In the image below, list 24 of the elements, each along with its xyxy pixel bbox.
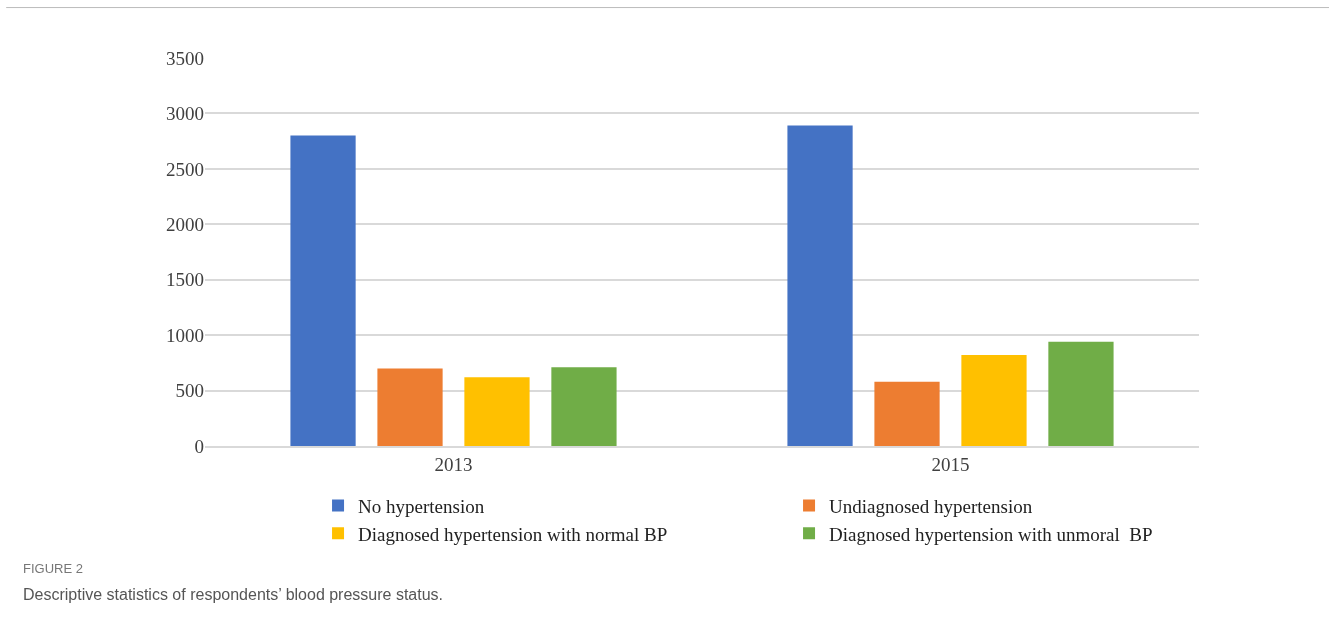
legend-label: Diagnosed hypertension with normal BP	[358, 523, 668, 545]
y-tick-label: 2000	[166, 213, 204, 235]
bar	[377, 368, 443, 446]
legend-label: No hypertension	[358, 496, 485, 517]
legend-label: Undiagnosed hypertension	[829, 496, 1033, 517]
bar	[551, 367, 617, 446]
bar	[961, 355, 1027, 446]
text: Descriptive statistics of respondents’ blood pressure status.	[23, 586, 444, 603]
y-tick-label: 0	[194, 435, 204, 457]
x-tick-label: 2015	[931, 453, 970, 475]
bar	[290, 135, 356, 446]
legend-label: Diagnosed hypertension with unmoral BP	[829, 523, 1153, 545]
bar	[787, 125, 853, 446]
x-tick-label: 2013	[434, 453, 473, 475]
y-tick-label: 3500	[166, 47, 204, 69]
bar	[1048, 341, 1114, 446]
y-tick-label: 3000	[166, 103, 204, 125]
y-tick-label: 500	[175, 380, 204, 402]
y-tick-label: 1000	[166, 324, 204, 346]
caption: FIGURE 2	[23, 561, 83, 576]
bar	[464, 377, 530, 446]
bar	[874, 381, 940, 446]
y-tick-label: 1500	[166, 269, 204, 291]
y-tick-label: 2500	[166, 158, 204, 180]
